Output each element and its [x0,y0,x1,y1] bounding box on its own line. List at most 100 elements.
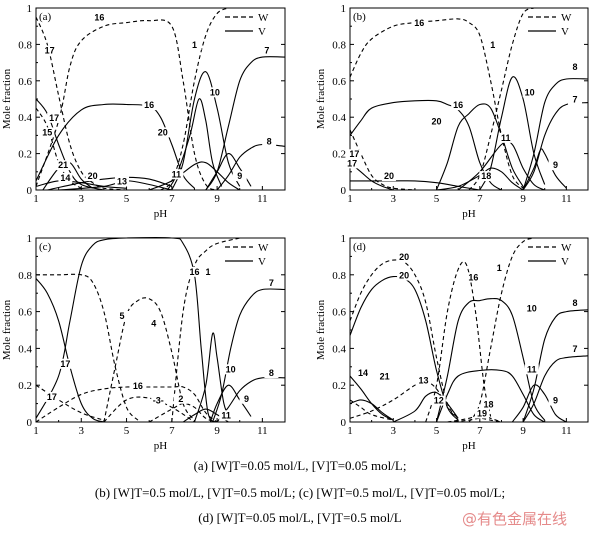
curve-label-bg-d [397,270,412,281]
y-tick-label-d: 0 [341,417,347,429]
curve-label-bg-b [548,160,563,171]
y-tick-label-c: 0.4 [18,343,32,355]
series-11-solid-b [457,140,545,191]
curve-label-bg-d [474,408,489,419]
curve-label-bg-b [485,40,500,51]
legend-label-V-c: V [258,256,266,268]
series-19-dashed-d [447,417,502,423]
curve-label-17-c: 17 [60,359,70,369]
legend-label-W-d: W [561,242,572,254]
y-tick-label-c: 0.2 [18,380,32,392]
curve-label-bg-c [146,318,161,329]
series-17-solid-a [35,98,105,191]
series-20-dashed-d [349,259,459,419]
y-tick-label-b: 0.4 [332,112,346,124]
curve-label-bg-b [568,94,583,105]
x-tick-label-c: 7 [169,425,175,437]
curve-label-bg-d [492,263,507,274]
series-17-dashed-c [35,384,105,421]
curve-label-bg-b [498,132,513,143]
curve-label-14-a: 14 [60,173,70,183]
y-tick-label-a: 0 [27,185,33,197]
y-tick-label-c: 0.8 [18,270,32,282]
curve-label-18-b: 18 [481,171,491,181]
y-tick-label-d: 0.2 [332,380,346,392]
curve-label-16-b: 16 [453,100,463,110]
series-1-dashed-b [468,7,535,191]
curve-label-bg-a [115,176,130,187]
y-axis-label-c: Mole fraction [1,299,13,360]
curve-label-17-b: 17 [347,158,357,168]
y-tick-label-d: 1 [341,233,347,245]
series-17-dashed-a [35,16,127,191]
series-8-solid-d [522,309,589,423]
series-7-solid-a [205,56,286,191]
y-tick-label-c: 0 [27,417,33,429]
curve-label-10-c: 10 [226,364,236,374]
y-axis-label-b: Mole fraction [315,68,327,129]
legend-label-V-a: V [258,26,266,38]
curve-label-12-d: 12 [434,396,444,406]
curve-label-7-c: 7 [269,278,274,288]
curve-label-21-d: 21 [380,372,390,382]
curve-label-bg-b [451,100,466,111]
curve-label-8-a: 8 [267,137,272,147]
curve-label-8-d: 8 [573,298,578,308]
series-18-dashed-d [447,414,502,423]
curve-label-11-c: 11 [221,410,231,420]
curve-label-bg-b [522,87,537,98]
curve-label-20-d: 20 [399,252,409,262]
curve-label-19-d: 19 [477,408,487,418]
y-tick-label-d: 0.8 [332,270,346,282]
curve-label-bg-d [466,272,481,283]
series-16-dashed-d [425,261,492,423]
curve-label-bg-b [568,61,583,72]
series-16-solid-c [35,236,218,423]
curve-label-bg-c [264,368,279,378]
x-tick-label-b: 1 [347,193,353,205]
x-tick-label-c: 5 [124,425,130,437]
legend-label-V-b: V [561,26,569,38]
series-5-dashed-c [35,273,139,421]
curve-label-13-d: 13 [419,375,429,385]
curve-label-bg-a [187,40,202,51]
series-7-solid-c [212,288,286,423]
curve-label-bg-d [377,371,392,382]
curve-label-bg-b [347,149,362,160]
curve-label-7-b: 7 [573,95,578,105]
x-tick-label-b: 3 [391,193,397,205]
series-11-solid-a [148,161,240,191]
y-tick-label-b: 0.2 [332,149,346,161]
curve-label-bg-c [201,266,216,277]
curve-label-8-c: 8 [269,368,274,378]
x-tick-label-c: 9 [214,425,220,437]
curve-label-bg-a [232,171,247,182]
x-tick-label-a: 11 [257,193,268,205]
y-tick-label-a: 0.8 [18,39,32,51]
series-21-solid-d [349,399,394,421]
curve-label-20-b: 20 [432,116,442,126]
curve-label-bg-c [151,395,166,406]
curve-label-bg-d [524,303,539,314]
curve-label-bg-c [223,364,238,375]
y-tick-label-a: 0.2 [18,149,32,161]
series-20-solid-b [435,103,524,191]
curve-label-bg-a [56,160,71,171]
curve-label-17-a: 17 [49,113,59,123]
plot-frame-a [35,7,286,191]
series-12-solid-d [393,391,459,423]
curve-label-bg-c [239,393,254,404]
series-1-dashed-c [171,237,240,423]
curve-label-11-b: 11 [501,133,511,143]
panel-tag-d: (d) [353,241,366,253]
y-tick-label-a: 0.6 [18,76,32,88]
y-tick-label-c: 0.6 [18,307,32,319]
series-3-dashed-c [103,396,195,423]
y-tick-label-a: 0.4 [18,112,32,124]
curve-label-7-a: 7 [264,46,269,56]
curve-label-7-d: 7 [573,344,578,354]
x-axis-label-c: pH [154,440,168,452]
x-tick-label-d: 1 [347,425,353,437]
series-16-dashed-c [35,385,218,423]
